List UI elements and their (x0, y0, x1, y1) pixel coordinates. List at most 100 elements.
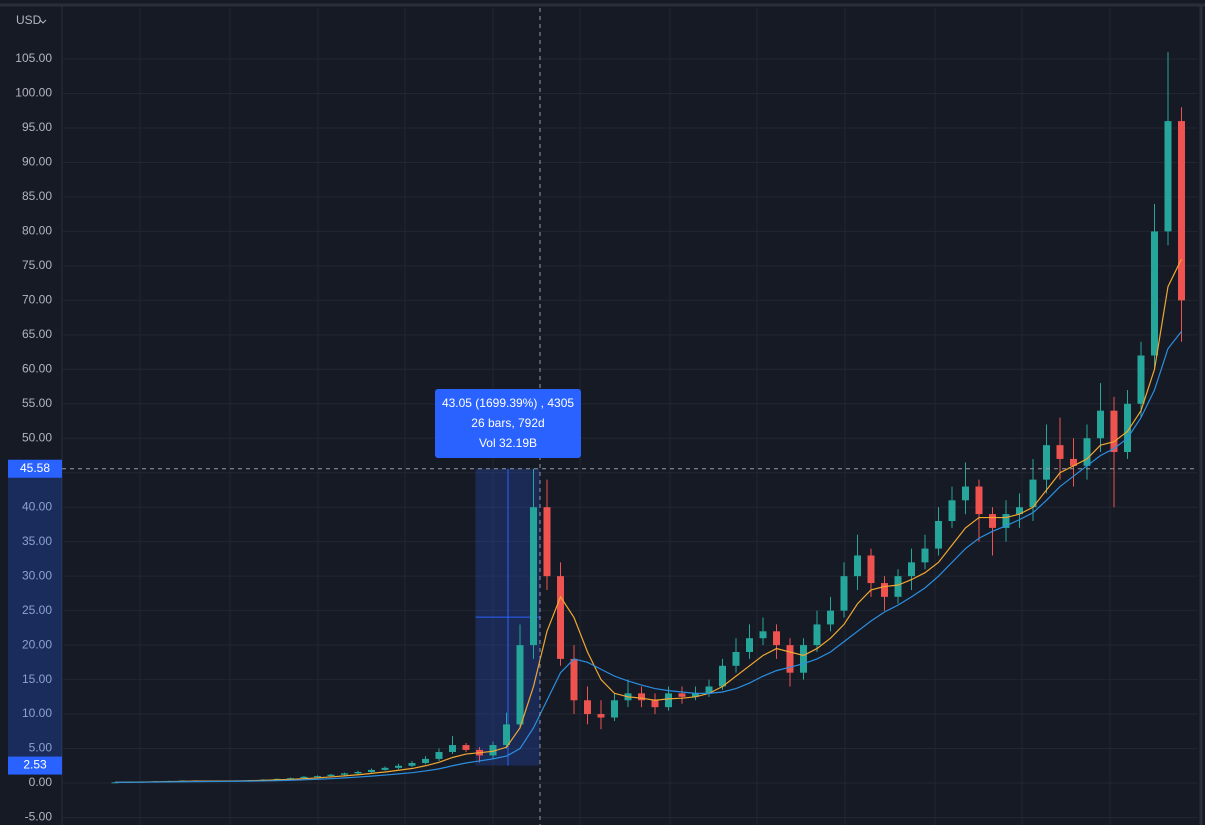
measure-tooltip-text: Vol 32.19B (479, 436, 537, 450)
candle-body (786, 645, 794, 673)
candle-body (1124, 403, 1131, 453)
measure-from-badge (8, 756, 62, 775)
y-tick-label: 70.00 (22, 293, 52, 307)
y-tick-label: 15.00 (22, 672, 52, 686)
candle-body (665, 693, 672, 708)
candle-body (314, 776, 321, 778)
candle-body (287, 778, 294, 780)
y-tick-label: 30.00 (22, 568, 52, 582)
candle-body (1043, 445, 1050, 480)
candle-body (651, 700, 659, 708)
y-tick-label: 35.00 (22, 534, 52, 548)
vertical-grid (139, 8, 1111, 825)
candle-body (462, 745, 470, 750)
candle-body (570, 658, 578, 701)
candle-body (1002, 514, 1010, 528)
candle-body (557, 576, 564, 659)
measure-tooltip (435, 389, 581, 458)
candle-body (692, 693, 699, 697)
candle-body (503, 724, 510, 746)
candle-body (489, 745, 497, 756)
moving-average-line (114, 331, 1182, 783)
candle-body (1178, 121, 1185, 301)
candle-body (732, 652, 740, 666)
moving-average-line (114, 258, 1183, 783)
measure-tooltip-text: 43.05 (1699.39%) , 4305 (442, 396, 574, 410)
candle-body (381, 767, 389, 770)
candle-body (827, 610, 834, 625)
candle-body (881, 583, 888, 597)
candle-body (1083, 438, 1091, 466)
candle-body (975, 486, 983, 515)
candle-body (813, 624, 821, 646)
candle-body (773, 631, 780, 646)
candle-body (638, 693, 645, 701)
currency-chevron[interactable] (39, 19, 47, 24)
candle-body (935, 520, 942, 549)
candle-body (584, 700, 591, 715)
y-tick-label: 50.00 (22, 430, 52, 444)
currency-label[interactable]: USD (16, 13, 42, 27)
candle-body (1016, 507, 1023, 515)
candle-body (759, 631, 767, 639)
candle-body (1164, 121, 1172, 232)
candle-body (516, 645, 524, 725)
measure-from-price: 2.53 (23, 758, 47, 772)
candle-body (894, 576, 902, 597)
candle-body (1070, 458, 1077, 466)
y-tick-label: 10.00 (22, 706, 52, 720)
candle-body (719, 665, 726, 687)
candle-body (921, 548, 929, 563)
y-tick-label: 95.00 (22, 120, 52, 134)
y-tick-label: 5.00 (29, 741, 53, 755)
candle-body (300, 776, 308, 779)
y-tick-label: 40.00 (22, 499, 52, 513)
candle-body (705, 686, 713, 694)
candle-body (395, 765, 402, 768)
measure-tooltip-text: 26 bars, 792d (471, 416, 544, 430)
y-tick-label: 65.00 (22, 327, 52, 341)
y-tick-label: 0.00 (29, 775, 53, 789)
y-tick-label: -5.00 (25, 810, 53, 824)
y-tick-label: 55.00 (22, 396, 52, 410)
y-tick-label: 75.00 (22, 258, 52, 272)
candle-body (1056, 445, 1064, 459)
y-tick-label: 60.00 (22, 361, 52, 375)
candle-body (543, 507, 551, 577)
candle-body (1097, 410, 1104, 439)
candle-body (1137, 355, 1145, 404)
candle-body (1110, 410, 1118, 453)
candle-body (341, 773, 348, 775)
crosshair-badge (8, 459, 62, 478)
candle-body (422, 758, 429, 764)
candle-body (1029, 479, 1037, 508)
candle-body (354, 771, 362, 774)
y-tick-label: 20.00 (22, 637, 52, 651)
candle-body (800, 645, 807, 673)
y-tick-label: 90.00 (22, 155, 52, 169)
y-tick-label: 25.00 (22, 603, 52, 617)
candle-body (327, 774, 335, 777)
y-tick-label: 85.00 (22, 189, 52, 203)
measure-axis-band (8, 468, 62, 766)
candle-body (989, 514, 996, 528)
candle-body (530, 507, 537, 646)
candle-body (1151, 231, 1158, 356)
candle-body (597, 714, 605, 718)
candle-body (962, 486, 969, 501)
candle-body (408, 763, 416, 766)
candle-body (111, 782, 119, 784)
candle-body (368, 769, 375, 772)
candle-body (948, 500, 956, 521)
candle-body (867, 555, 875, 584)
candle-body (840, 576, 848, 611)
crosshair-price: 45.58 (20, 461, 50, 475)
candle-body (678, 693, 686, 697)
candle-body (449, 745, 456, 752)
y-tick-label: 80.00 (22, 224, 52, 238)
candle-body (854, 555, 861, 577)
candle-body (611, 700, 618, 718)
